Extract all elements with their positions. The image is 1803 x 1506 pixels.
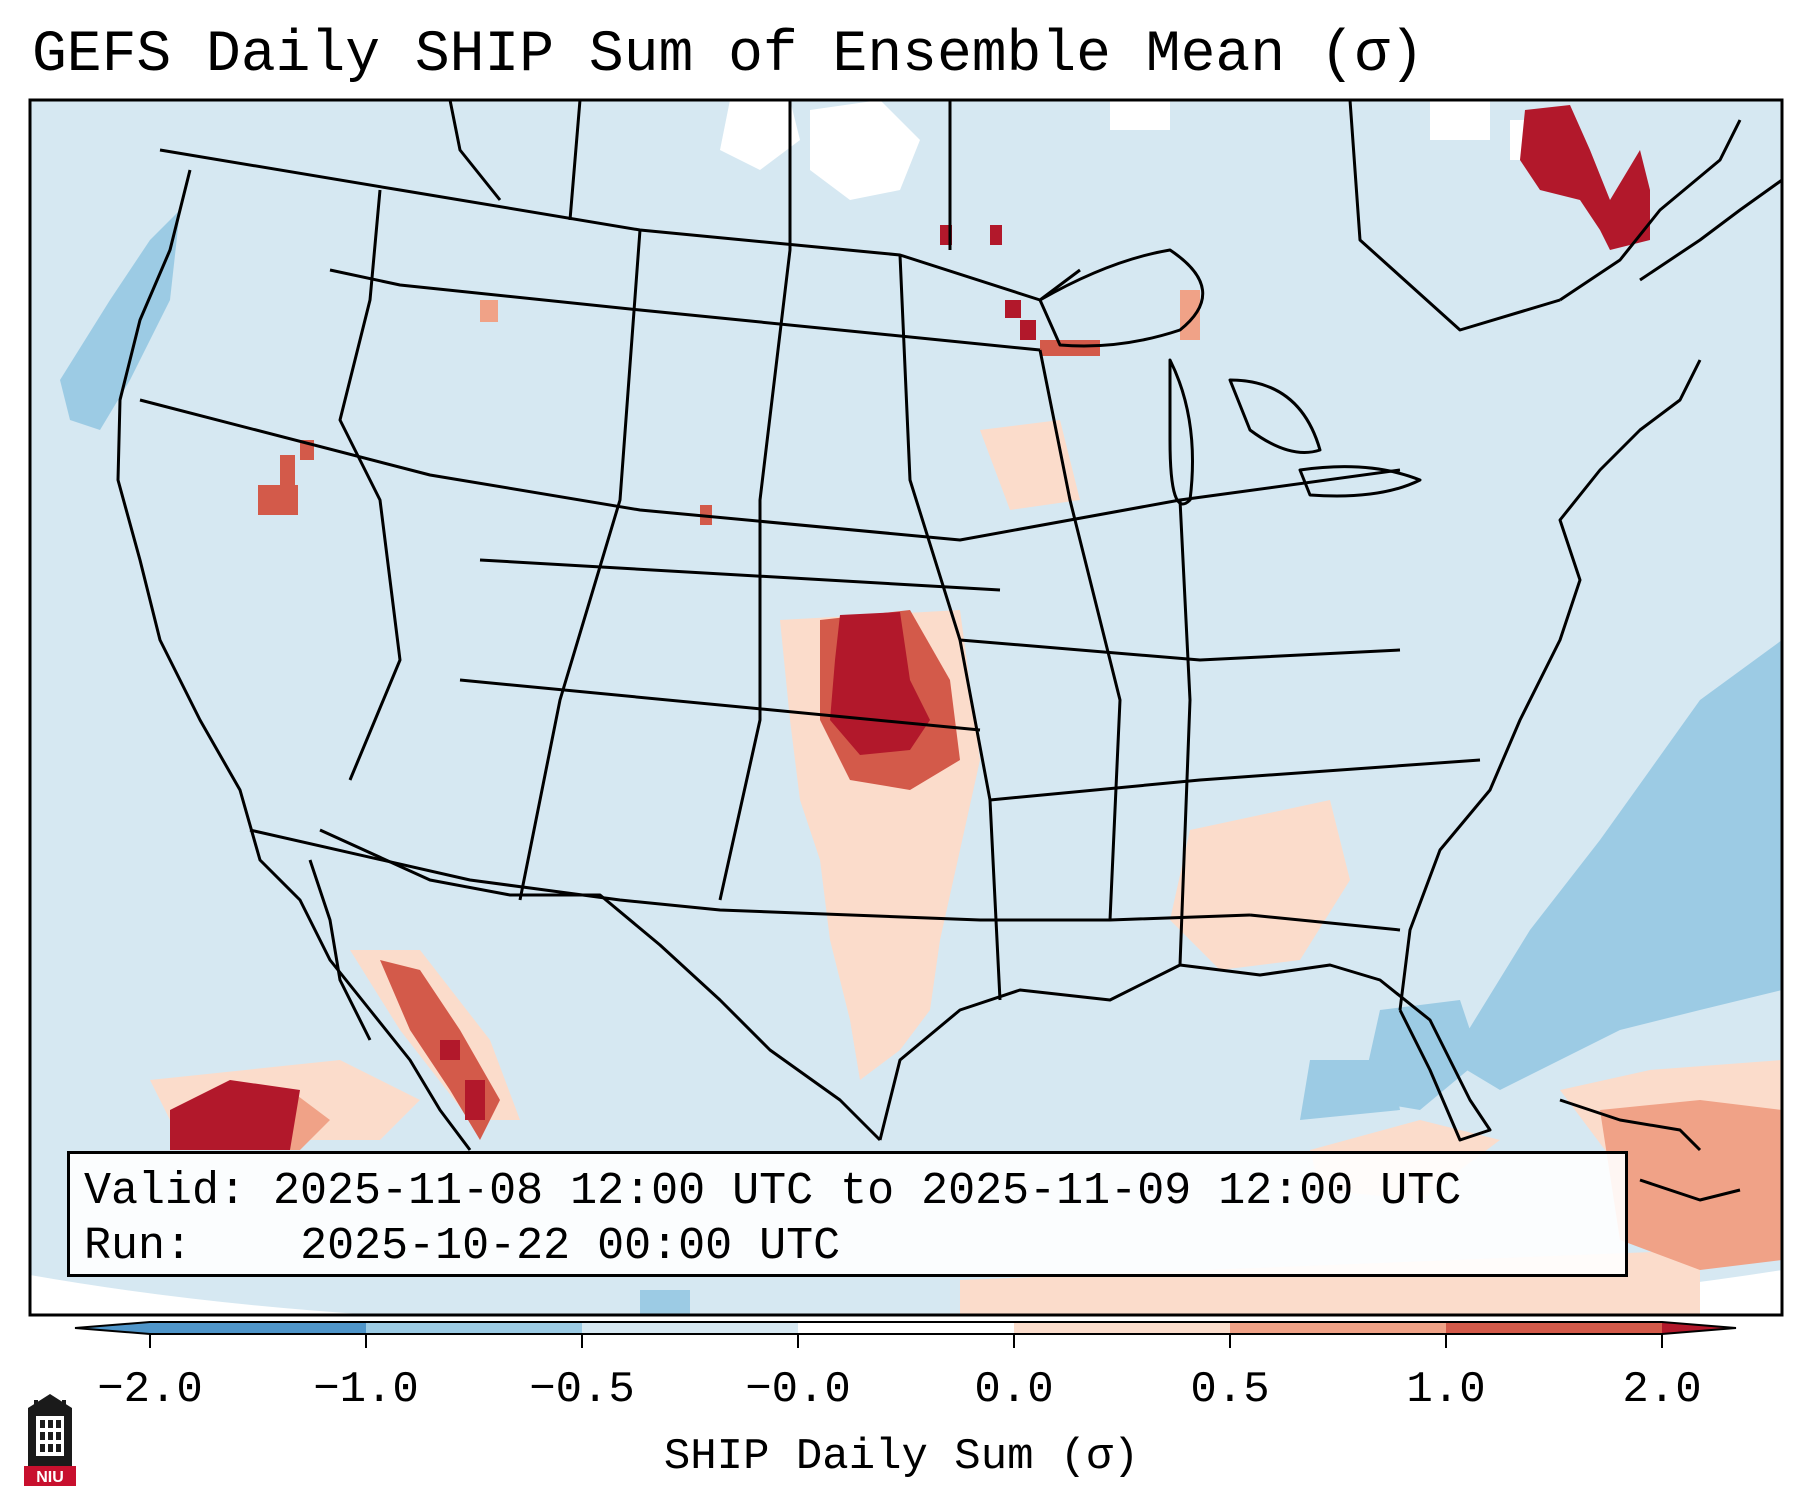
valid-value: 2025-11-08 12:00 UTC to 2025-11-09 12:00… (273, 1166, 1462, 1217)
colorbar-bin-4 (798, 1322, 1014, 1334)
map-title: GEFS Daily SHIP Sum of Ensemble Mean (σ) (32, 23, 1425, 88)
colorbar-tick-label: −2.0 (97, 1365, 203, 1415)
niu-logo: NIU (24, 1394, 76, 1486)
colorbar-tick-label: −0.5 (529, 1365, 635, 1415)
info-box: Valid: 2025-11-08 12:00 UTC to 2025-11-0… (67, 1151, 1628, 1277)
map-frame (28, 98, 1784, 1317)
colorbar (74, 1321, 1737, 1348)
colorbar-tick-label: −0.0 (745, 1365, 851, 1415)
colorbar-bin-7 (1446, 1322, 1662, 1334)
colorbar-extend-low (75, 1322, 150, 1334)
colorbar-tick-label: 0.0 (974, 1365, 1054, 1415)
colorbar-bin-5 (1014, 1322, 1230, 1334)
run-value: 2025-10-22 00:00 UTC (300, 1221, 841, 1272)
logo-text: NIU (36, 1469, 64, 1486)
colorbar-ticks (149, 1334, 1663, 1348)
negative-anomaly-areas (60, 210, 1782, 1315)
colorbar-tick-label: 1.0 (1406, 1365, 1486, 1415)
valid-label: Valid: (84, 1166, 247, 1217)
colorbar-tick-label: 0.5 (1190, 1365, 1270, 1415)
colorbar-bin-1 (150, 1322, 366, 1334)
run-label: Run: (84, 1221, 193, 1272)
colorbar-bin-6 (1230, 1322, 1446, 1334)
colorbar-tick-label: −1.0 (313, 1365, 419, 1415)
colorbar-bin-2 (366, 1322, 582, 1334)
colorbar-label: SHIP Daily Sum (σ) (663, 1432, 1140, 1482)
boundary-lines (116, 100, 1782, 1202)
colorbar-bin-3 (582, 1322, 798, 1334)
colorbar-tick-label: 2.0 (1622, 1365, 1702, 1415)
colorbar-extend-high (1662, 1322, 1736, 1334)
